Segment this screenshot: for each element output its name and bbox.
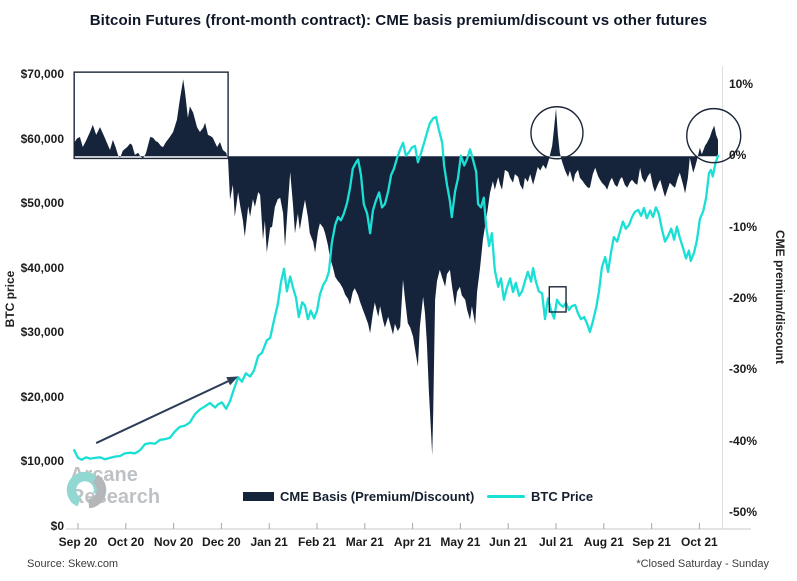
y-left-tick-label: $10,000 [20, 454, 64, 469]
y-right-tick-label: 0% [729, 148, 747, 163]
legend-item-cme-basis: CME Basis (Premium/Discount) [243, 489, 474, 504]
y-right-tick-label: -20% [729, 290, 758, 305]
y-right-tick-label: -40% [729, 433, 758, 448]
y-left-tick-label: $40,000 [20, 260, 64, 275]
x-tick-label: Oct 21 [681, 535, 718, 549]
legend-item-btc-price: BTC Price [487, 489, 593, 504]
y-left-tick-label: $20,000 [20, 389, 64, 404]
x-tick-label: Feb 21 [297, 535, 336, 549]
chart-title: Bitcoin Futures (front-month contract): … [89, 12, 708, 29]
x-tick-label: Jan 21 [250, 535, 288, 549]
x-tick-label: May 21 [440, 535, 481, 549]
y-right-tick-label: -30% [729, 362, 758, 377]
annotation-july-premium-circle [530, 106, 584, 160]
cme-basis-area [74, 79, 718, 456]
annotation-october-premium-circle [686, 107, 742, 164]
x-tick-label: Jun 21 [489, 535, 528, 549]
annotation-july-price-box [548, 286, 567, 313]
x-tick-label: Aug 21 [583, 535, 624, 549]
y-left-tick-label: $30,000 [20, 325, 64, 340]
y-left-tick-label: $0 [50, 519, 64, 533]
y-left-tick-label: $50,000 [20, 196, 64, 211]
btc-price-line [73, 115, 720, 461]
cme-basis-swatch [243, 492, 274, 501]
y-right-tick-label: 10% [729, 76, 754, 91]
y-left-tick-label: $60,000 [20, 131, 64, 146]
cme-basis-legend-label: CME Basis (Premium/Discount) [280, 489, 475, 504]
y-right-tick-label: -10% [729, 219, 758, 234]
x-tick-label: Jul 21 [538, 535, 574, 549]
source-note: Source: Skew.com [27, 558, 119, 570]
btc-price-legend-label: BTC Price [531, 489, 594, 504]
x-tick-label: Apr 21 [393, 535, 432, 549]
arcane-research-logo: Arcane Research [64, 464, 160, 509]
footnote: *Closed Saturday - Sunday [636, 558, 769, 570]
x-tick-label: Sep 21 [632, 535, 671, 549]
arcane-logo-icon [66, 471, 107, 509]
x-tick-label: Oct 20 [107, 535, 145, 549]
btc-price-swatch [487, 495, 525, 498]
x-tick-label: Sep 20 [58, 535, 98, 549]
x-tick-label: Dec 20 [202, 535, 241, 549]
annotation-uptrend-arrow-head [226, 376, 239, 386]
x-tick-label: Nov 20 [153, 535, 194, 549]
annotation-early-premium-box [73, 71, 229, 160]
x-tick-label: Mar 21 [345, 535, 384, 549]
annotation-uptrend-arrow-shaft [95, 380, 229, 444]
y-right-tick-label: -50% [729, 504, 758, 519]
y-left-tick-label: $70,000 [20, 67, 64, 81]
